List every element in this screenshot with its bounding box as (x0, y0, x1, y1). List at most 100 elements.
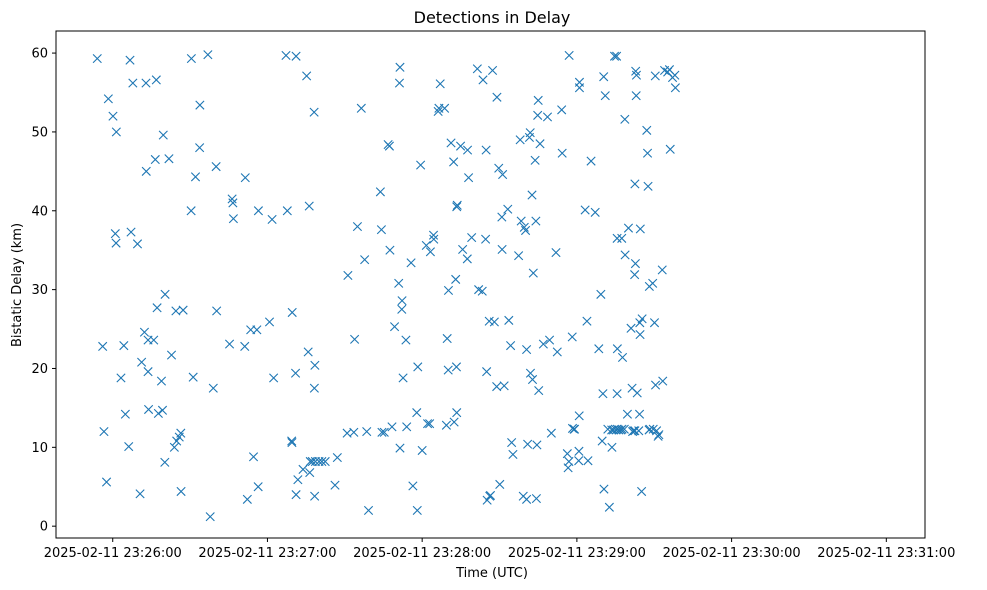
data-point (525, 128, 535, 138)
data-point (637, 314, 647, 324)
data-point (401, 335, 411, 345)
data-point (630, 179, 640, 189)
data-point (160, 289, 170, 299)
data-point (650, 71, 660, 81)
data-point (248, 452, 259, 462)
data-point (481, 145, 491, 155)
data-point (463, 173, 474, 183)
data-point (310, 456, 320, 467)
y-tick-label: 40 (31, 204, 48, 219)
data-point (164, 154, 174, 164)
data-point (111, 238, 121, 248)
x-tick-label: 2025-02-11 23:28:00 (353, 546, 491, 561)
data-point (546, 428, 556, 438)
data-point (350, 334, 360, 344)
y-tick-label: 0 (40, 520, 48, 535)
data-point (519, 222, 529, 232)
data-point (363, 505, 374, 515)
data-point (143, 367, 153, 377)
data-point (228, 198, 238, 208)
data-point (497, 212, 507, 222)
data-point (176, 428, 186, 438)
data-point (360, 255, 370, 265)
data-point (195, 143, 205, 153)
data-point (525, 368, 536, 378)
data-point (527, 190, 537, 200)
data-point (451, 274, 461, 284)
data-point (497, 244, 507, 255)
data-point (240, 341, 250, 351)
data-point (564, 456, 574, 467)
data-point (583, 456, 593, 466)
data-point (670, 70, 680, 80)
data-point (303, 347, 313, 357)
data-point (149, 335, 159, 345)
x-tick-label: 2025-02-11 23:31:00 (817, 546, 955, 561)
data-point (630, 259, 641, 269)
data-point (650, 380, 661, 390)
data-point (99, 426, 109, 437)
data-point (309, 107, 319, 117)
data-point (128, 78, 138, 88)
data-point (428, 230, 439, 240)
data-point (317, 456, 327, 467)
data-point (516, 216, 526, 226)
data-point (619, 424, 629, 434)
data-point (252, 325, 262, 335)
data-point (446, 138, 456, 148)
data-point (506, 341, 516, 351)
plot-frame (55, 30, 926, 539)
data-point (451, 362, 462, 372)
x-tick-label: 2025-02-11 23:26:00 (44, 546, 182, 561)
data-point (620, 114, 630, 124)
data-point (429, 234, 439, 244)
data-point (590, 207, 600, 217)
data-point (394, 278, 404, 288)
x-tick-label: 2025-02-11 23:29:00 (508, 546, 646, 561)
x-axis: 2025-02-11 23:26:00 2025-02-11 23:27:00 20… (44, 538, 955, 561)
data-point (492, 382, 502, 392)
data-point (227, 194, 237, 204)
data-point (287, 307, 297, 318)
data-point (586, 156, 596, 166)
data-point (535, 139, 545, 149)
data-point (169, 442, 179, 452)
data-point (657, 265, 667, 275)
data-point (515, 135, 525, 145)
data-point (533, 110, 543, 120)
data-point (574, 456, 584, 466)
data-point (477, 286, 487, 296)
data-point (281, 50, 291, 61)
data-point (514, 251, 524, 261)
data-point (356, 103, 366, 113)
data-point (617, 233, 627, 243)
data-point (352, 221, 363, 232)
data-point (620, 250, 630, 260)
data-point (305, 467, 315, 478)
data-point (186, 54, 196, 64)
data-point (567, 332, 577, 342)
data-point (634, 426, 644, 436)
data-point (527, 374, 538, 385)
data-point (632, 388, 642, 398)
data-point (298, 464, 308, 474)
data-point (455, 141, 466, 151)
data-point (402, 422, 412, 432)
data-point (452, 200, 462, 210)
data-point (98, 341, 108, 351)
data-point (332, 452, 342, 463)
data-point (452, 202, 462, 212)
data-point (253, 482, 263, 492)
data-point (551, 247, 561, 258)
data-point (609, 51, 620, 61)
data-point (504, 315, 514, 325)
data-point (607, 442, 617, 452)
data-point (421, 240, 431, 251)
data-point (110, 229, 120, 239)
data-point (395, 62, 405, 72)
data-point (152, 303, 162, 313)
data-point (562, 449, 572, 459)
data-point (642, 125, 652, 135)
